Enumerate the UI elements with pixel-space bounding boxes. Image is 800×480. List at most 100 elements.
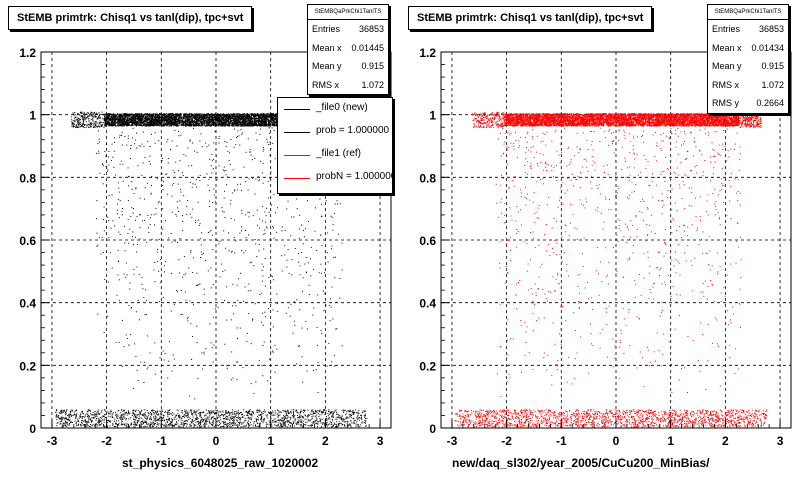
scatter-point [217, 123, 219, 125]
scatter-point [219, 118, 221, 120]
scatter-point [258, 119, 260, 121]
scatter-point [225, 115, 227, 117]
scatter-point [105, 121, 107, 123]
scatter-point [171, 117, 173, 119]
scatter-point [119, 115, 121, 117]
scatter-point [109, 119, 111, 121]
scatter-point [212, 121, 214, 123]
scatter-point [137, 120, 139, 122]
scatter-point [169, 116, 171, 118]
scatter-point [173, 122, 175, 124]
scatter-point [212, 118, 214, 120]
scatter-point [110, 123, 112, 125]
scatter-point [263, 122, 265, 124]
scatter-point [228, 114, 230, 116]
scatter-point [247, 124, 249, 126]
scatter-point [209, 124, 211, 126]
scatter-point [259, 123, 261, 125]
scatter-point [266, 125, 268, 127]
scatter-point [270, 123, 272, 125]
scatter-point [131, 113, 133, 115]
scatter-point [127, 121, 129, 123]
scatter-point [261, 113, 263, 115]
scatter-point [235, 122, 237, 124]
scatter-point [146, 124, 148, 126]
scatter-point [156, 124, 158, 126]
scatter-point [187, 118, 189, 120]
scatter-point [114, 123, 116, 125]
scatter-point [185, 122, 187, 124]
scatter-point [252, 115, 254, 117]
scatter-point [205, 125, 207, 127]
scatter-point [262, 113, 264, 115]
scatter-point [115, 117, 117, 119]
scatter-point [257, 118, 259, 120]
scatter-point [196, 116, 198, 118]
scatter-point [143, 123, 145, 125]
scatter-point [272, 117, 274, 119]
scatter-point [111, 117, 113, 119]
scatter-point [192, 120, 194, 122]
scatter-point [193, 116, 195, 118]
scatter-point [246, 123, 248, 125]
scatter-point [187, 122, 189, 124]
scatter-point [123, 115, 125, 117]
scatter-point [225, 123, 227, 125]
scatter-point [200, 113, 202, 115]
scatter-point [176, 123, 178, 125]
scatter-point [122, 121, 124, 123]
scatter-point [132, 117, 134, 119]
scatter-point [203, 119, 205, 121]
scatter-point [271, 118, 273, 120]
scatter-point [187, 124, 189, 126]
scatter-point [218, 123, 220, 125]
scatter-point [114, 122, 116, 124]
scatter-point [235, 117, 237, 119]
scatter-point [198, 113, 200, 115]
scatter-point [133, 120, 135, 122]
scatter-point [127, 115, 129, 117]
scatter-point [199, 118, 201, 120]
scatter-point [203, 124, 205, 126]
scatter-point [188, 123, 190, 125]
scatter-point [155, 116, 157, 118]
scatter-point [125, 122, 127, 124]
scatter-point [228, 119, 230, 121]
scatter-point [136, 114, 138, 116]
scatter-point [226, 124, 228, 126]
scatter-point [122, 119, 124, 121]
scatter-point [273, 115, 275, 117]
scatter-point [188, 121, 190, 123]
scatter-point [152, 117, 154, 119]
scatter-point [195, 120, 197, 122]
scatter-point [276, 118, 278, 120]
scatter-point [197, 119, 199, 121]
scatter-point [196, 114, 198, 116]
scatter-point [149, 117, 151, 119]
scatter-point [224, 124, 226, 126]
scatter-point [185, 122, 187, 124]
scatter-point [230, 118, 232, 120]
scatter-point [151, 114, 153, 116]
scatter-point [188, 120, 190, 122]
scatter-point [152, 113, 154, 115]
scatter-point [117, 117, 119, 119]
scatter-point [187, 117, 189, 119]
scatter-point [240, 114, 242, 116]
scatter-point [238, 123, 240, 125]
scatter-point [149, 118, 151, 120]
scatter-point [151, 119, 153, 121]
scatter-point [108, 117, 110, 119]
scatter-point [270, 113, 272, 115]
scatter-point [262, 122, 264, 124]
scatter-point [122, 122, 124, 124]
scatter-point [156, 123, 158, 125]
scatter-point [119, 116, 121, 118]
scatter-point [132, 116, 134, 118]
scatter-point [205, 120, 207, 122]
scatter-point [162, 118, 164, 120]
scatter-point [120, 123, 122, 125]
scatter-point [113, 121, 115, 123]
scatter-point [122, 122, 124, 124]
scatter-point [247, 122, 249, 124]
